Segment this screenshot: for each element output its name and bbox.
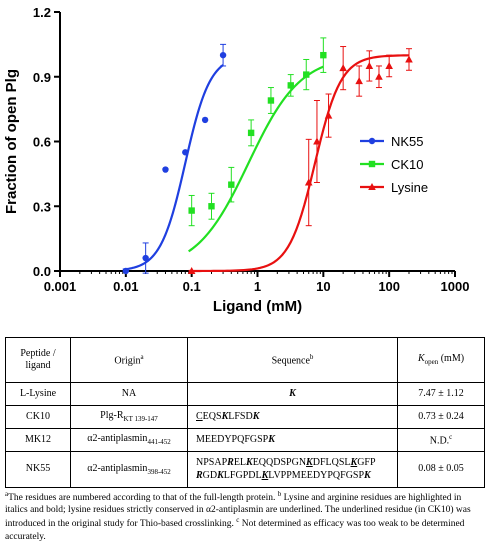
ck10-data-point	[228, 181, 235, 188]
cell-kopen: 0.08 ± 0.05	[397, 451, 485, 488]
y-tick-label: 0.0	[33, 264, 51, 279]
cell-origin: NA	[70, 382, 188, 406]
peptide-table: Peptide / ligand Origina Sequenceb Kopen…	[5, 337, 485, 488]
cell-sequence: CEQSKLFSDK	[187, 405, 398, 429]
table-row: MK12 α2-antiplasmin441-452 MEEDYPQFGSPK …	[5, 428, 485, 452]
ck10-data-point	[320, 51, 327, 59]
y-tick-label: 0.3	[33, 199, 51, 214]
ck10-fit-line	[188, 65, 324, 253]
ck10-data-point	[208, 203, 215, 210]
x-tick-label: 0.001	[44, 279, 77, 294]
lysine-data-point	[313, 137, 321, 145]
ck10-data-point	[188, 207, 195, 214]
x-tick-label: 0.01	[113, 279, 138, 294]
nk55-fit-line	[122, 64, 224, 271]
lysine-data-point	[187, 267, 196, 274]
x-tick-label: 1000	[441, 279, 470, 294]
lysine-data-point	[375, 72, 383, 80]
ck10-data-point	[267, 97, 275, 104]
cell-ligand: NK55	[5, 451, 71, 488]
lysine-fit-line	[188, 54, 409, 273]
cell-kopen: 7.47 ± 1.12	[397, 382, 485, 406]
ck10-data-point	[247, 129, 255, 137]
lysine-data-point	[405, 55, 413, 63]
lysine-data-point	[355, 77, 363, 85]
cell-sequence: MEEDYPQFGSPK	[187, 428, 398, 452]
cell-ligand: CK10	[5, 405, 71, 429]
lysine-data-point	[339, 64, 347, 72]
ck10-data-point	[287, 82, 294, 89]
nk55-data-point	[201, 116, 209, 124]
table-row: CK10 Plg-RKT 139-147 CEQSKLFSDK 0.73 ± 0…	[5, 405, 485, 429]
lysine-data-point	[324, 111, 333, 119]
x-tick-label: 100	[378, 279, 400, 294]
table-row: L-Lysine NA K 7.47 ± 1.12	[5, 382, 485, 406]
nk55-data-point	[142, 254, 149, 262]
table-row: NK55 α2-antiplasmin398-452 NPSAPRELKEQQD…	[5, 451, 485, 488]
cell-kopen: N.D.c	[397, 428, 485, 452]
y-tick-label: 0.6	[33, 135, 51, 150]
y-axis-title: Fraction of open Plg	[3, 69, 20, 214]
lysine-data-point	[304, 178, 313, 186]
x-tick-label: 10	[316, 279, 330, 294]
cell-origin: α2-antiplasmin398-452	[70, 451, 188, 488]
nk55-data-point	[182, 149, 189, 156]
legend-marker-lysine	[368, 183, 376, 190]
legend-marker-nk55	[368, 137, 376, 145]
header-peptide: Peptide / ligand	[5, 337, 71, 383]
ck10-data-point	[303, 71, 310, 78]
binding-chart: 0.001 0.01 0.1 1 10 100 1000 0.0 0.3 0.6 0.9 1.2 Lig…	[3, 5, 470, 315]
chart-canvas: 0.001 0.01 0.1 1 10 100 1000 0.0 0.3 0.6 0.9 1.2 Lig…	[3, 5, 470, 315]
x-axis-title: Ligand (mM)	[213, 298, 302, 315]
legend-label-nk55: NK55	[391, 134, 424, 149]
cell-kopen: 0.73 ± 0.24	[397, 405, 485, 429]
cell-sequence: NPSAPRELKEQQDSPGNKDFLQSLKGFP RGDKLFGPDLKL…	[187, 451, 398, 488]
lysine-data-point	[365, 61, 374, 69]
table-header-row: Peptide / ligand Origina Sequenceb Kopen…	[5, 337, 485, 383]
y-tick-label: 0.9	[33, 70, 51, 85]
x-tick-label: 1	[254, 279, 261, 294]
nk55-data-point	[122, 267, 130, 275]
header-sequence: Sequenceb	[187, 337, 398, 383]
y-tick-label: 1.2	[33, 5, 51, 20]
nk55-data-point	[162, 166, 169, 173]
table-footnote: aThe residues are numbered according to …	[5, 490, 471, 542]
cell-ligand: MK12	[5, 428, 71, 452]
cell-origin: Plg-RKT 139-147	[70, 405, 188, 429]
cell-origin: α2-antiplasmin441-452	[70, 428, 188, 452]
legend-marker-ck10	[368, 160, 376, 168]
x-tick-label: 0.1	[183, 279, 201, 294]
cell-ligand: L-Lysine	[5, 382, 71, 406]
header-kopen: Kopen (mM)	[397, 337, 485, 383]
nk55-data-point	[219, 51, 227, 59]
header-origin: Origina	[70, 337, 188, 383]
legend-label-ck10: CK10	[391, 157, 424, 172]
cell-sequence: K	[187, 382, 398, 406]
legend-label-lysine: Lysine	[391, 180, 428, 195]
lysine-data-point	[385, 61, 393, 69]
